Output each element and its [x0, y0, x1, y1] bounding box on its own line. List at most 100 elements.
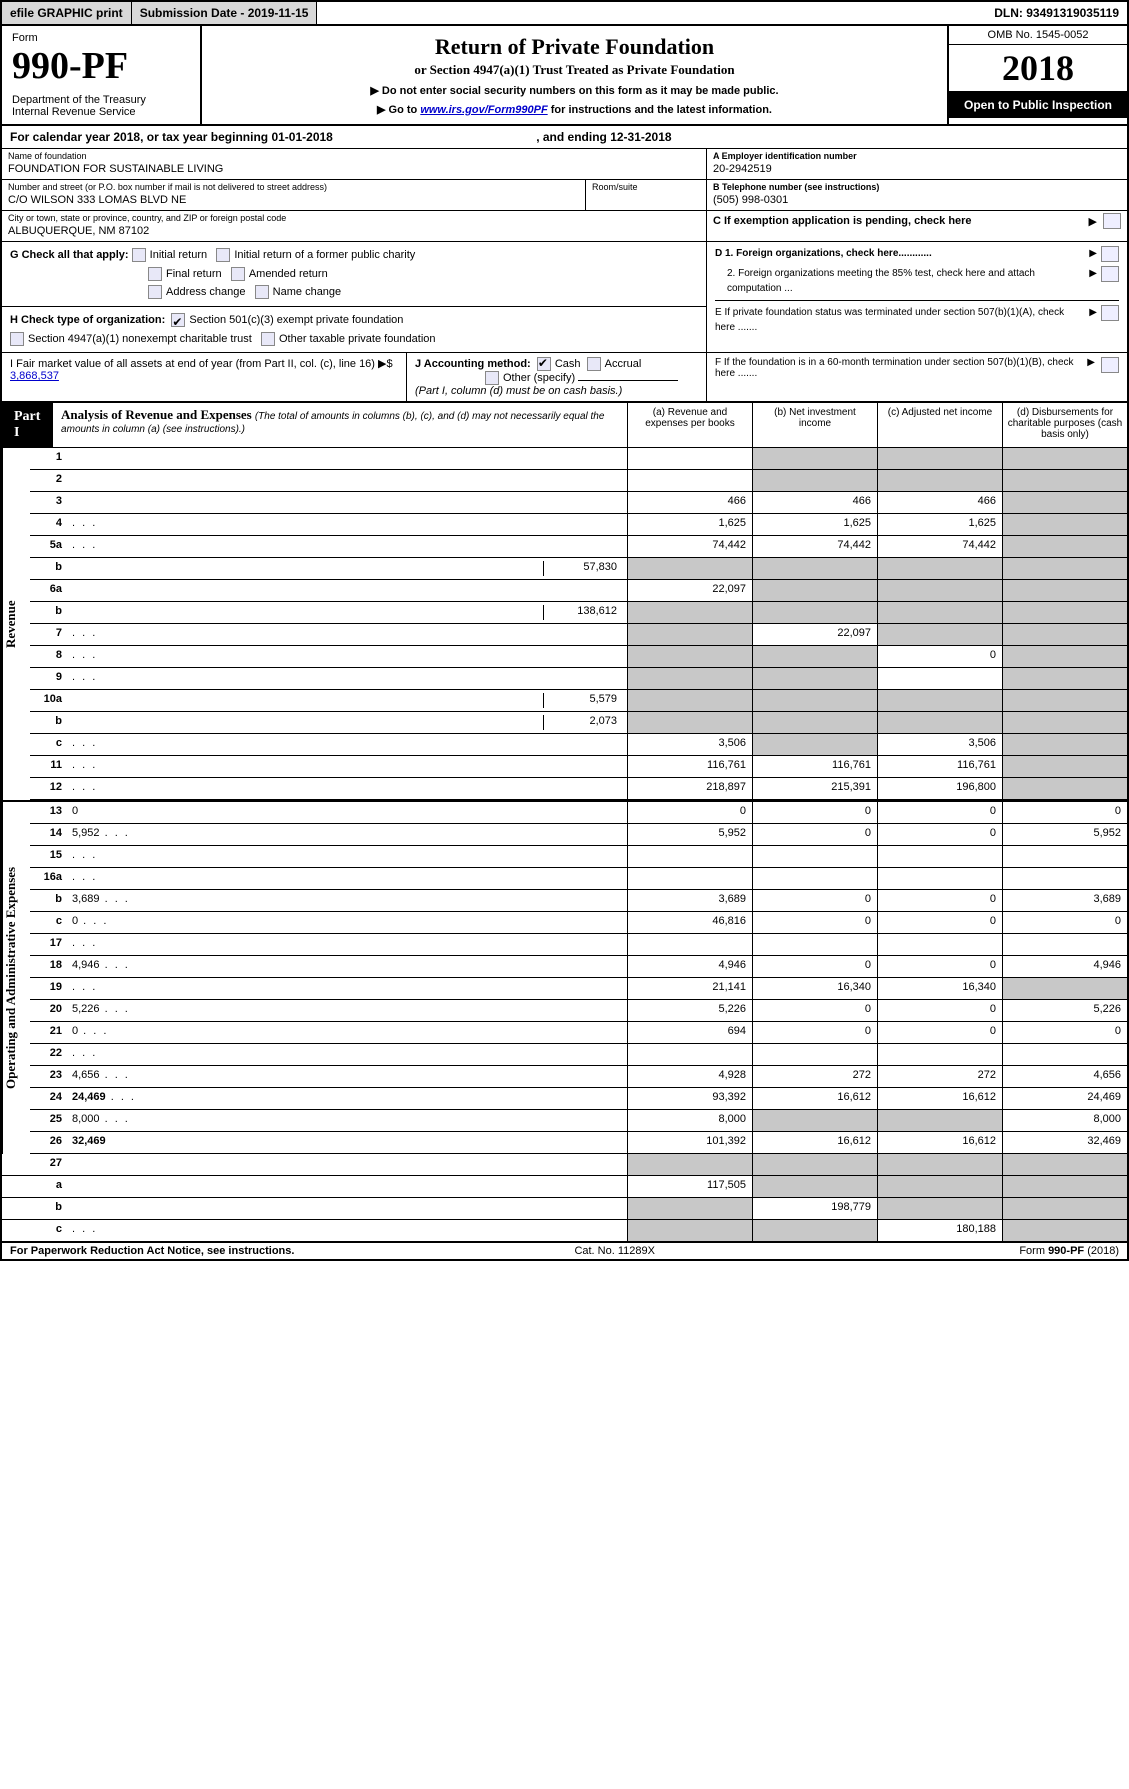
h-section: H Check type of organization: Section 50… [2, 306, 706, 348]
tel-value: (505) 998-0301 [713, 192, 1121, 208]
arrow-icon: ▶ [1089, 246, 1097, 261]
table-row-r5b: b57,830 [30, 558, 1127, 580]
open-public: Open to Public Inspection [949, 92, 1127, 118]
h-501c3-checkbox[interactable] [171, 313, 185, 327]
calendar-year-row: For calendar year 2018, or tax year begi… [2, 126, 1127, 149]
part1-title: Analysis of Revenue and Expenses (The to… [53, 403, 627, 447]
table-row-r10a: 10a5,579 [30, 690, 1127, 712]
table-row-r23: 234,6564,9282722724,656 [30, 1066, 1127, 1088]
table-row-r19: 1921,14116,34016,340 [30, 978, 1127, 1000]
fmv-value: 3,868,537 [10, 370, 59, 382]
j-cash-checkbox[interactable] [537, 357, 551, 371]
table-row-r25: 258,0008,0008,000 [30, 1110, 1127, 1132]
d1-checkbox[interactable] [1101, 246, 1119, 262]
footer-left: For Paperwork Reduction Act Notice, see … [10, 1245, 294, 1257]
room-label: Room/suite [592, 182, 700, 192]
c-label: C If exemption application is pending, c… [713, 215, 1089, 227]
g-name-checkbox[interactable] [255, 285, 269, 299]
table-row-r6b: b138,612 [30, 602, 1127, 624]
dln-label: DLN: 93491319035119 [986, 2, 1127, 24]
d2-checkbox[interactable] [1101, 266, 1119, 282]
j-other-checkbox[interactable] [485, 371, 499, 385]
note-link: ▶ Go to www.irs.gov/Form990PF for instru… [210, 103, 939, 116]
irs-label: Internal Revenue Service [12, 106, 190, 118]
g-final-checkbox[interactable] [148, 267, 162, 281]
j-accrual-checkbox[interactable] [587, 357, 601, 371]
c-checkbox[interactable] [1103, 213, 1121, 229]
form-subtitle: or Section 4947(a)(1) Trust Treated as P… [210, 62, 939, 78]
table-row-r11: 11116,761116,761116,761 [30, 756, 1127, 778]
dept-label: Department of the Treasury [12, 94, 190, 106]
form-number: 990-PF [12, 44, 190, 88]
table-row-r27: 27 [2, 1154, 1127, 1176]
table-row-r20: 205,2265,226005,226 [30, 1000, 1127, 1022]
foundation-name: FOUNDATION FOR SUSTAINABLE LIVING [8, 161, 700, 177]
table-row-r21: 210694000 [30, 1022, 1127, 1044]
table-row-r3: 3466466466 [30, 492, 1127, 514]
addr-label: Number and street (or P.O. box number if… [8, 182, 579, 192]
table-row-r17: 17 [30, 934, 1127, 956]
j-section: J Accounting method: Cash Accrual Other … [407, 353, 707, 401]
i-section: I Fair market value of all assets at end… [2, 353, 407, 401]
ein-label: A Employer identification number [713, 151, 1121, 161]
table-row-r8: 80 [30, 646, 1127, 668]
revenue-side-label: Revenue [2, 448, 30, 800]
name-label: Name of foundation [8, 151, 700, 161]
note-ssn: ▶ Do not enter social security numbers o… [210, 84, 939, 97]
part1-tab: Part I [2, 403, 53, 447]
table-row-r10c: c3,5063,506 [30, 734, 1127, 756]
col-a-header: (a) Revenue and expenses per books [627, 403, 752, 447]
table-row-r1: 1 [30, 448, 1127, 470]
g-initial-checkbox[interactable] [132, 248, 146, 262]
table-row-r16a: 16a [30, 868, 1127, 890]
g-address-checkbox[interactable] [148, 285, 162, 299]
arrow-icon: ▶ [1089, 305, 1097, 320]
g-amended-checkbox[interactable] [231, 267, 245, 281]
table-row-r22: 22 [30, 1044, 1127, 1066]
form-word: Form [12, 32, 190, 44]
table-row-r18: 184,9464,946004,946 [30, 956, 1127, 978]
table-row-r6a: 6a22,097 [30, 580, 1127, 602]
city-label: City or town, state or province, country… [8, 213, 700, 223]
footer-form: Form 990-PF (2018) [1019, 1245, 1119, 1257]
table-row-r4: 41,6251,6251,625 [30, 514, 1127, 536]
e-checkbox[interactable] [1101, 305, 1119, 321]
table-row-r24: 2424,46993,39216,61216,61224,469 [30, 1088, 1127, 1110]
table-row-r26: 2632,469101,39216,61216,61232,469 [30, 1132, 1127, 1154]
table-row-r27a: a117,505 [2, 1176, 1127, 1198]
ein-value: 20-2942519 [713, 161, 1121, 177]
table-row-r13: 1300000 [30, 802, 1127, 824]
addr-value: C/O WILSON 333 LOMAS BLVD NE [8, 192, 579, 208]
table-row-r27c: c180,188 [2, 1220, 1127, 1242]
col-b-header: (b) Net investment income [752, 403, 877, 447]
table-row-r2: 2 [30, 470, 1127, 492]
table-row-r14: 145,9525,952005,952 [30, 824, 1127, 846]
arrow-icon: ▶ [1089, 215, 1097, 228]
irs-link[interactable]: www.irs.gov/Form990PF [420, 104, 547, 116]
table-row-r10b: b2,073 [30, 712, 1127, 734]
f-checkbox[interactable] [1101, 357, 1119, 373]
submission-date: Submission Date - 2019-11-15 [132, 2, 318, 24]
h-other-taxable-checkbox[interactable] [261, 332, 275, 346]
g-section: G Check all that apply: Initial return I… [10, 246, 698, 302]
table-row-r5a: 5a74,44274,44274,442 [30, 536, 1127, 558]
arrow-icon: ▶ [1087, 357, 1095, 379]
arrow-icon: ▶ [1089, 266, 1097, 281]
table-row-r16b: b3,6893,689003,689 [30, 890, 1127, 912]
col-c-header: (c) Adjusted net income [877, 403, 1002, 447]
col-d-header: (d) Disbursements for charitable purpose… [1002, 403, 1127, 447]
tel-label: B Telephone number (see instructions) [713, 182, 1121, 192]
expenses-side-label: Operating and Administrative Expenses [2, 802, 30, 1154]
city-value: ALBUQUERQUE, NM 87102 [8, 223, 700, 239]
table-row-r27b: b198,779 [2, 1198, 1127, 1220]
table-row-r16c: c046,816000 [30, 912, 1127, 934]
footer-catno: Cat. No. 11289X [574, 1245, 655, 1257]
g-initial-former-checkbox[interactable] [216, 248, 230, 262]
h-4947-checkbox[interactable] [10, 332, 24, 346]
table-row-r7: 722,097 [30, 624, 1127, 646]
omb-number: OMB No. 1545-0052 [949, 26, 1127, 45]
table-row-r9: 9 [30, 668, 1127, 690]
table-row-r15: 15 [30, 846, 1127, 868]
tax-year: 2018 [949, 45, 1127, 92]
efile-button[interactable]: efile GRAPHIC print [2, 2, 132, 24]
